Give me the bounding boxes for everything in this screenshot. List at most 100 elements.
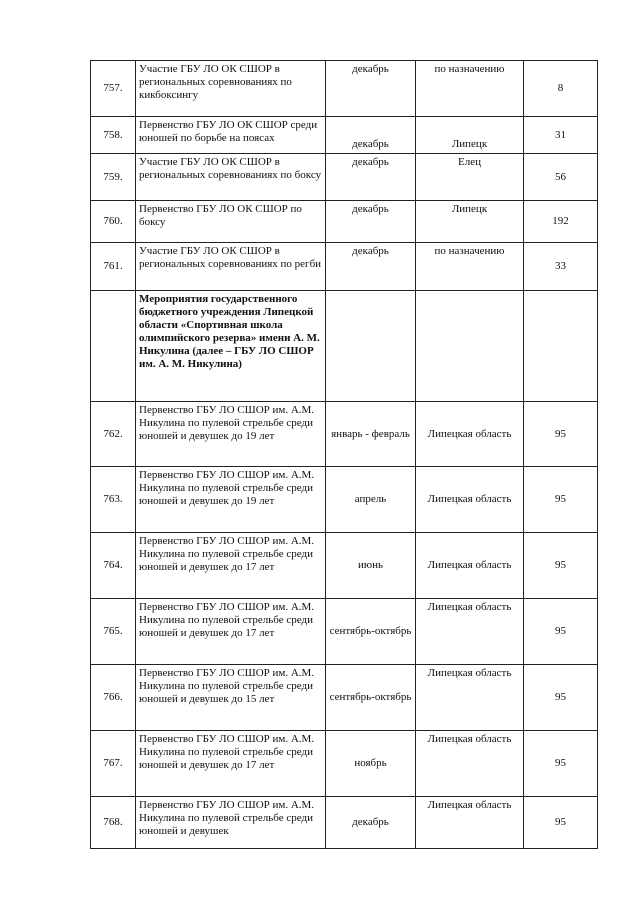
event-place: Липецк (415, 116, 524, 154)
event-name-text: Первенство ГБУ ЛО ОК СШОР по боксу (139, 203, 302, 228)
participant-count-text: 95 (555, 691, 566, 703)
event-name-text: Первенство ГБУ ЛО СШОР им. А.М. Никулина… (139, 733, 315, 771)
row-number-text: 763. (103, 493, 123, 505)
participant-count: 95 (523, 466, 598, 533)
event-date: декабрь (325, 153, 416, 201)
event-name-text: Первенство ГБУ ЛО СШОР им. А.М. Никулина… (139, 535, 315, 573)
event-date-text: январь - февраль (331, 427, 410, 440)
event-date-text: декабрь (352, 156, 389, 168)
event-name-text: Первенство ГБУ ЛО СШОР им. А.М. Никулина… (139, 799, 315, 837)
row-number (90, 290, 136, 402)
row-number: 763. (90, 466, 136, 533)
participant-count: 95 (523, 401, 598, 467)
row-number: 767. (90, 730, 136, 797)
event-place-text: Липецк (451, 203, 488, 215)
event-date-text: ноябрь (354, 757, 387, 769)
event-place (415, 290, 524, 402)
participant-count-text: 95 (555, 493, 566, 505)
table-row: 767. Первенство ГБУ ЛО СШОР им. А.М. Нику… (90, 730, 598, 797)
row-number-text: 758. (103, 128, 123, 141)
table-row: 764. Первенство ГБУ ЛО СШОР им. А.М. Нику… (90, 532, 598, 599)
event-date: декабрь (325, 116, 416, 154)
table-row: Мероприятия государственного бюджетного … (90, 290, 598, 402)
event-place-text: Липецкая область (427, 667, 512, 679)
event-name: Мероприятия государственного бюджетного … (135, 290, 326, 402)
event-name-text: Участие ГБУ ЛО ОК СШОР в региональных со… (139, 156, 322, 181)
row-number-text: 767. (103, 757, 123, 769)
participant-count-text: 8 (557, 82, 564, 94)
row-number: 758. (90, 116, 136, 154)
row-number: 768. (90, 796, 136, 849)
event-name: Первенство ГБУ ЛО СШОР им. А.М. Никулина… (135, 730, 326, 797)
event-name: Первенство ГБУ ЛО СШОР им. А.М. Никулина… (135, 401, 326, 467)
event-name: Первенство ГБУ ЛО СШОР им. А.М. Никулина… (135, 598, 326, 665)
table-row: 768. Первенство ГБУ ЛО СШОР им. А.М. Нику… (90, 796, 598, 849)
event-place: Липецк (415, 200, 524, 243)
table-row: 760. Первенство ГБУ ЛО ОК СШОР по боксу де… (90, 200, 598, 243)
row-number: 766. (90, 664, 136, 731)
participant-count: 95 (523, 730, 598, 797)
row-number-text: 764. (103, 559, 123, 571)
event-date-text: декабрь (352, 816, 389, 828)
event-name: Первенство ГБУ ЛО СШОР им. А.М. Никулина… (135, 466, 326, 533)
row-number: 759. (90, 153, 136, 201)
event-date-text: декабрь (352, 245, 389, 257)
event-date-text: декабрь (352, 63, 389, 75)
event-date-text: декабрь (352, 138, 389, 150)
event-date (325, 290, 416, 402)
event-place: Липецкая область (415, 796, 524, 849)
event-place-text: Липецк (451, 138, 488, 150)
event-name: Участие ГБУ ЛО ОК СШОР в региональных со… (135, 60, 326, 117)
row-number-text: 765. (103, 625, 123, 637)
event-name: Первенство ГБУ ЛО СШОР им. А.М. Никулина… (135, 796, 326, 849)
event-place-text: Липецкая область (427, 427, 512, 440)
row-number-text: 768. (103, 816, 123, 828)
participant-count (523, 290, 598, 402)
event-date: декабрь (325, 60, 416, 117)
row-number-text: 761. (103, 260, 123, 272)
event-name-text: Первенство ГБУ ЛО СШОР им. А.М. Никулина… (139, 601, 315, 639)
participant-count: 8 (523, 60, 598, 117)
table-row: 765. Первенство ГБУ ЛО СШОР им. А.М. Нику… (90, 598, 598, 665)
table-row: 757. Участие ГБУ ЛО ОК СШОР в региональны… (90, 60, 598, 117)
table-row: 761. Участие ГБУ ЛО ОК СШОР в региональны… (90, 242, 598, 291)
event-name-text: Мероприятия государственного бюджетного … (139, 293, 320, 370)
event-name-text: Участие ГБУ ЛО ОК СШОР в региональных со… (139, 63, 292, 101)
participant-count: 192 (523, 200, 598, 243)
participant-count-text: 95 (555, 559, 566, 571)
event-name: Первенство ГБУ ЛО ОК СШОР по боксу (135, 200, 326, 243)
participant-count: 33 (523, 242, 598, 291)
participant-count-text: 95 (555, 427, 566, 440)
event-place: по назначению (415, 60, 524, 117)
event-place: Липецкая область (415, 598, 524, 665)
event-place-text: по назначению (434, 63, 505, 75)
table-row: 763. Первенство ГБУ ЛО СШОР им. А.М. Нику… (90, 466, 598, 533)
event-name-text: Участие ГБУ ЛО ОК СШОР в региональных со… (139, 245, 322, 270)
event-date-text: апрель (354, 493, 387, 505)
event-name: Первенство ГБУ ЛО СШОР им. А.М. Никулина… (135, 664, 326, 731)
table-row: 759. Участие ГБУ ЛО ОК СШОР в региональны… (90, 153, 598, 201)
event-place: Липецкая область (415, 532, 524, 599)
event-name-text: Первенство ГБУ ЛО СШОР им. А.М. Никулина… (139, 469, 315, 507)
row-number-text: 757. (103, 82, 123, 94)
events-table: 757. Участие ГБУ ЛО ОК СШОР в региональны… (90, 60, 598, 849)
row-number-text: 766. (103, 691, 123, 703)
participant-count-text: 56 (555, 170, 566, 183)
event-place-text: Липецкая область (427, 601, 512, 613)
event-name: Первенство ГБУ ЛО ОК СШОР среди юношей п… (135, 116, 326, 154)
table-row: 762. Первенство ГБУ ЛО СШОР им. А.М. Нику… (90, 401, 598, 467)
row-number-text: 762. (103, 427, 123, 440)
participant-count-text: 192 (552, 215, 569, 227)
row-number: 764. (90, 532, 136, 599)
event-place-text: Елец (458, 156, 481, 168)
participant-count-text: 31 (555, 128, 566, 141)
participant-count-text: 95 (555, 625, 566, 637)
row-number: 761. (90, 242, 136, 291)
event-date: апрель (325, 466, 416, 533)
row-number: 765. (90, 598, 136, 665)
participant-count-text: 33 (555, 260, 566, 272)
event-date: ноябрь (325, 730, 416, 797)
event-place: Липецкая область (415, 730, 524, 797)
event-date: декабрь (325, 796, 416, 849)
participant-count-text: 95 (555, 757, 566, 769)
